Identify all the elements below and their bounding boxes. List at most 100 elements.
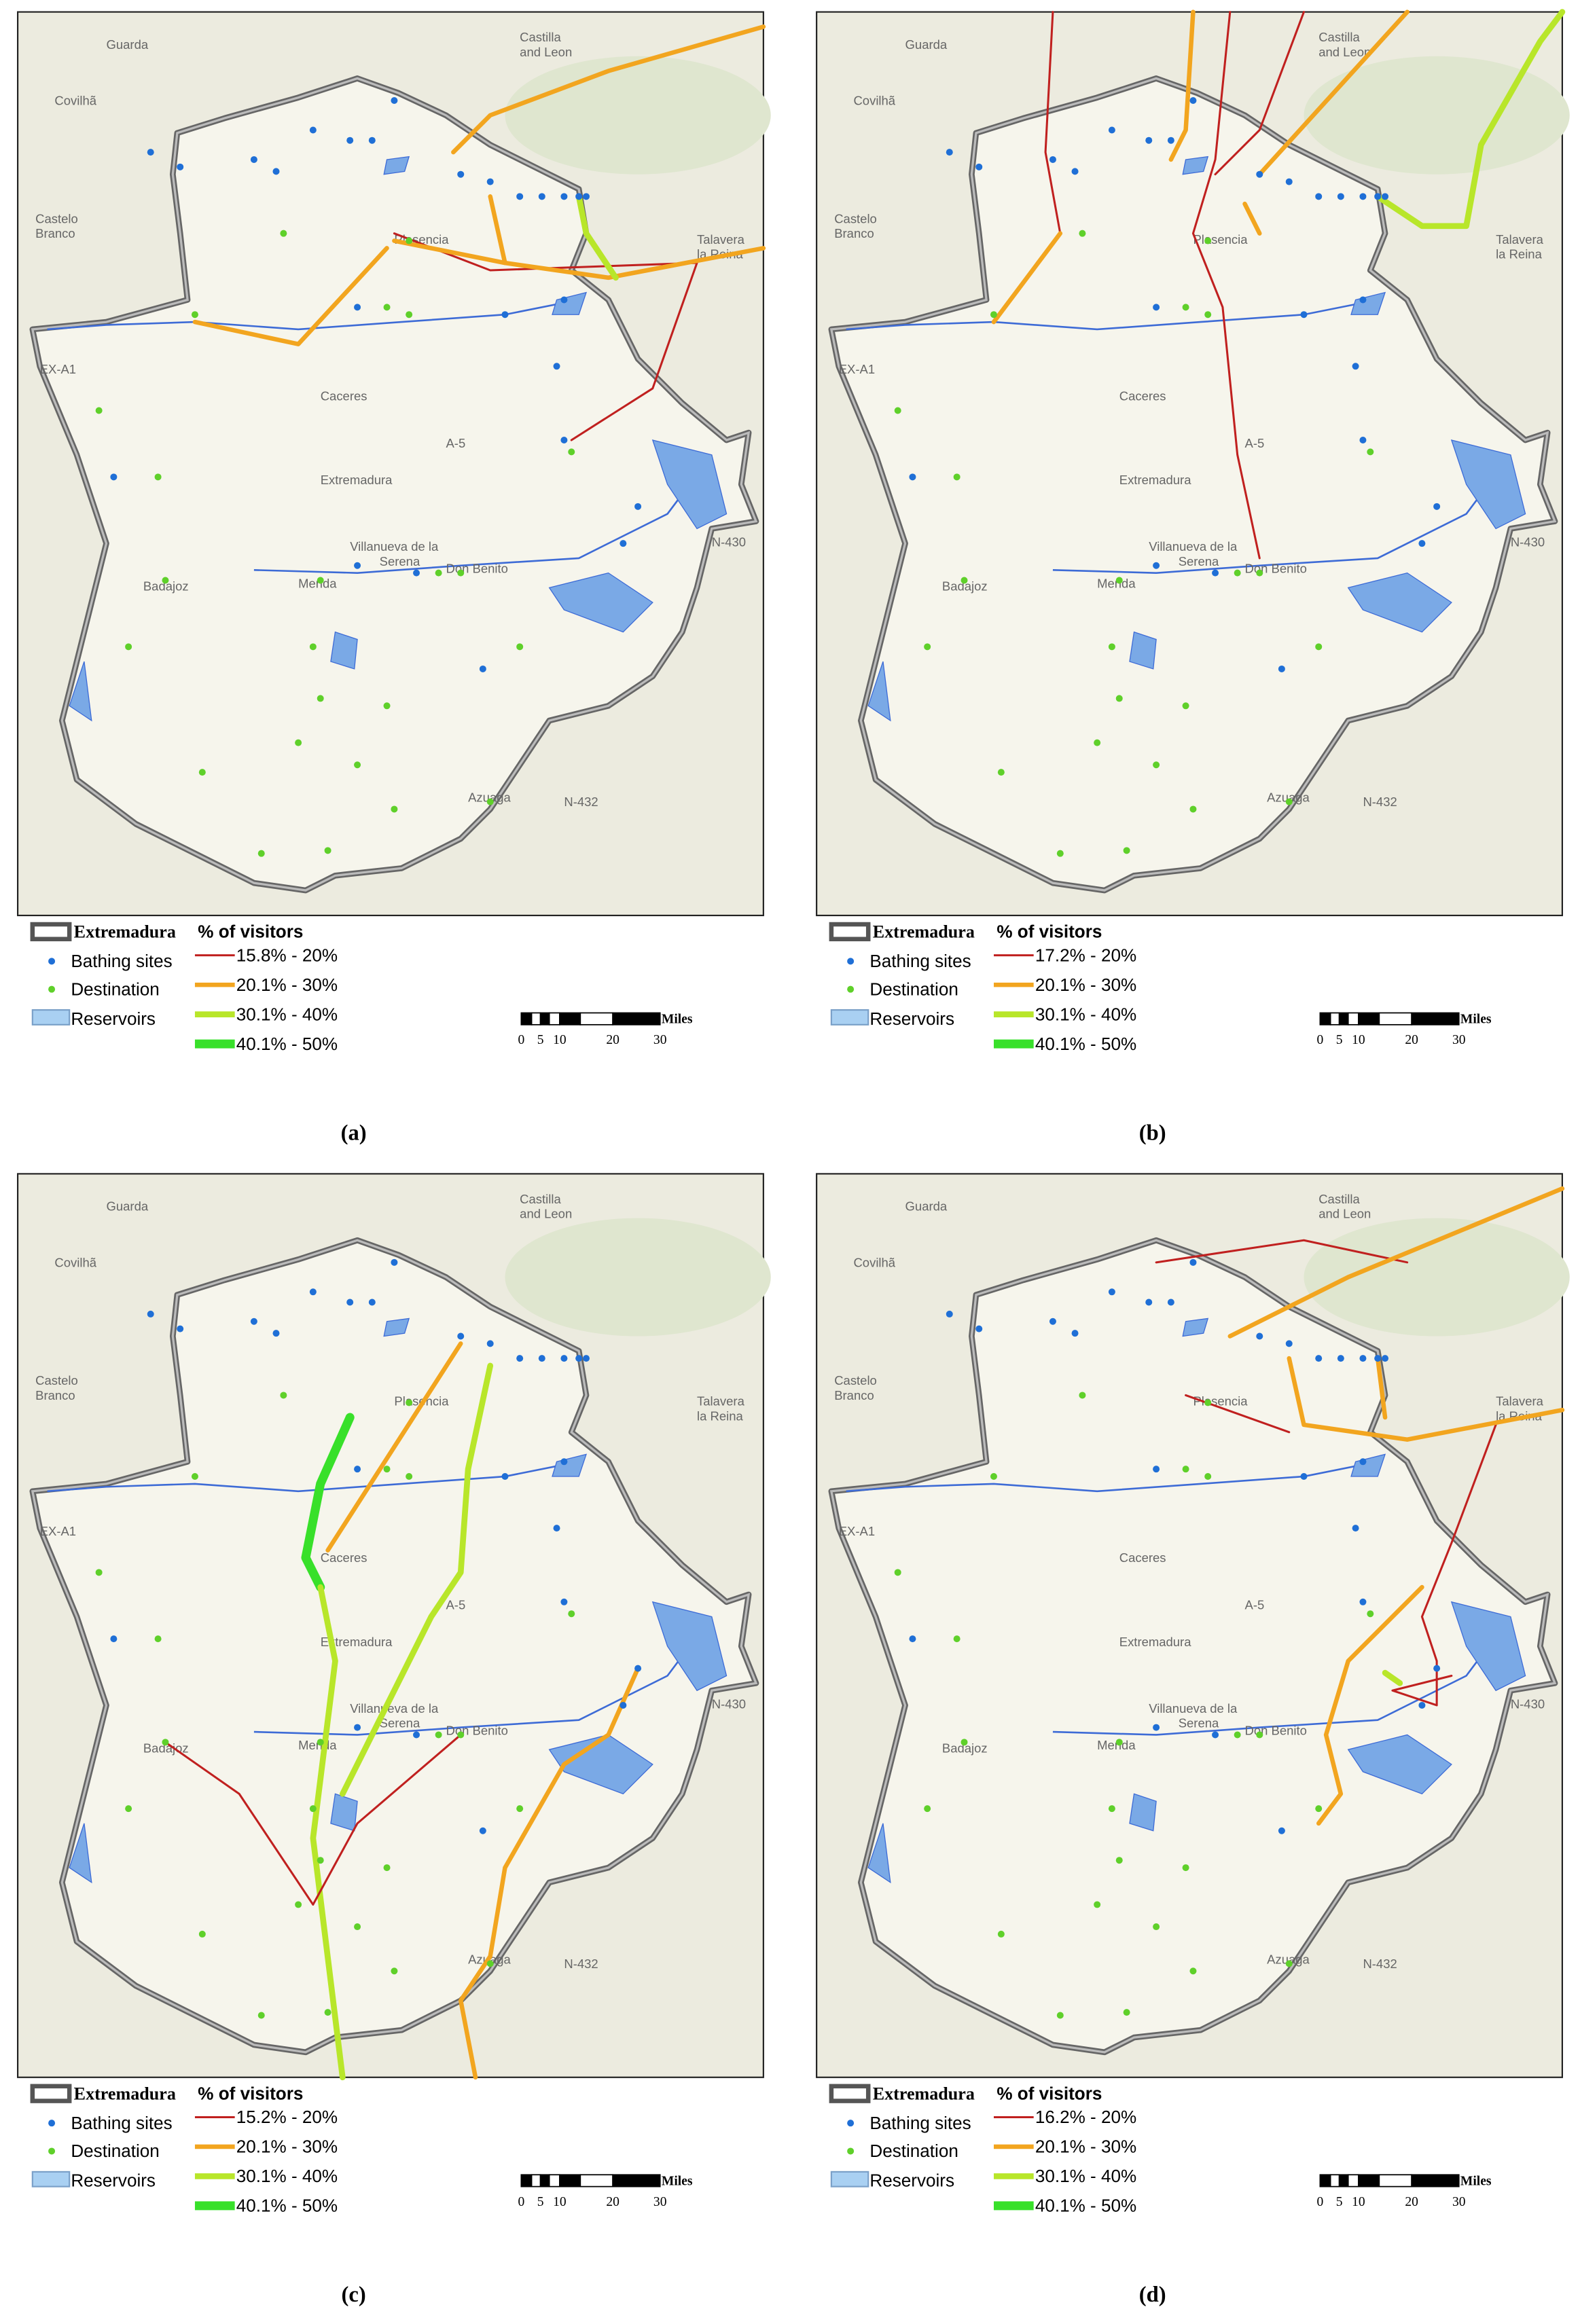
- bathing-site: [553, 1525, 560, 1532]
- legend-bathing: [847, 958, 855, 965]
- scale-tick: 20: [606, 1033, 620, 1047]
- bathing-site: [1145, 1299, 1153, 1306]
- destination: [191, 1473, 198, 1481]
- route: [192, 246, 389, 346]
- scale-tick: 30: [653, 2195, 667, 2209]
- bathing-site: [272, 168, 280, 175]
- legend-range: 40.1% - 50%: [236, 1034, 338, 1054]
- destination: [1189, 805, 1197, 813]
- place-label: Guarda: [905, 1199, 948, 1214]
- bathing-site: [560, 193, 568, 200]
- destination: [1182, 1864, 1189, 1872]
- scale-segment: [1358, 1012, 1380, 1025]
- scale-tick: 30: [1452, 1033, 1466, 1047]
- legend-destination: [847, 985, 855, 993]
- destination: [435, 1731, 442, 1739]
- bathing-site: [391, 1258, 398, 1266]
- destination: [1315, 643, 1323, 651]
- route: [451, 24, 766, 155]
- bathing-site: [1382, 1355, 1389, 1362]
- legend-item: Reservoirs: [71, 1009, 156, 1029]
- scale-segment: [612, 1012, 661, 1025]
- bathing-site: [354, 304, 361, 311]
- place-label: Merida: [1097, 576, 1136, 590]
- bathing-site: [975, 163, 983, 170]
- place-label: Caceres: [1119, 388, 1166, 403]
- place-label: Don Benito: [446, 1723, 507, 1737]
- scale-segment: [520, 2174, 533, 2187]
- destination: [317, 1739, 324, 1746]
- bathing-site: [620, 1701, 627, 1709]
- reservoir: [383, 156, 410, 175]
- legend-boundary: Extremadura: [873, 922, 975, 942]
- destination: [516, 643, 524, 651]
- place-label: Guarda: [107, 37, 149, 52]
- bathing-site: [560, 296, 568, 304]
- destination: [354, 761, 361, 769]
- place-label: Covilhã: [54, 1255, 96, 1269]
- place-label: EX-A1: [40, 1524, 76, 1538]
- place-label: Villanueva de la: [1149, 1701, 1238, 1715]
- reservoir: [1347, 572, 1452, 633]
- scale-tick: 5: [1336, 2195, 1343, 2209]
- legend-title: % of visitors: [198, 922, 303, 942]
- bathing-site: [1337, 1355, 1344, 1362]
- reservoir: [1347, 1734, 1452, 1795]
- scale-segment: [1358, 2174, 1380, 2187]
- destination: [1115, 1857, 1123, 1864]
- place-label: N-430: [712, 1696, 746, 1711]
- place-label: Extremadura: [1119, 473, 1191, 487]
- bathing-site: [177, 1325, 184, 1332]
- legend-boundary-icon: [829, 922, 871, 942]
- legend-item: Bathing sites: [869, 2113, 971, 2133]
- legend-bathing: [48, 2120, 56, 2127]
- destination: [1367, 1610, 1374, 1618]
- bathing-site: [368, 137, 376, 144]
- route: [1316, 1584, 1424, 1826]
- bathing-site: [346, 1299, 354, 1306]
- legend-boundary: Extremadura: [74, 2084, 176, 2103]
- bathing-site: [553, 363, 560, 370]
- place-label: N-432: [1363, 795, 1397, 809]
- route: [1257, 10, 1410, 177]
- bathing-site: [250, 156, 257, 163]
- bathing-site: [1433, 1665, 1441, 1672]
- destination: [568, 448, 575, 456]
- destination: [309, 1805, 317, 1813]
- place-label: Castelo: [834, 1373, 877, 1387]
- bathing-site: [1315, 1355, 1323, 1362]
- place-label: Castilla: [520, 30, 561, 44]
- scale-tick: 30: [653, 1033, 667, 1047]
- legend-item: Bathing sites: [869, 951, 971, 971]
- destination: [1108, 643, 1115, 651]
- destination: [317, 577, 324, 584]
- scale-tick: 10: [1352, 1033, 1365, 1047]
- place-label: EX-A1: [839, 362, 875, 376]
- destination: [1094, 1901, 1101, 1908]
- place-label: Caceres: [1119, 1550, 1166, 1565]
- place-label: Azuaga: [468, 791, 511, 805]
- destination: [1056, 2012, 1064, 2019]
- destination: [1234, 569, 1241, 577]
- bathing-site: [250, 1318, 257, 1325]
- place-label: and Leon: [520, 45, 572, 59]
- scale-unit: Miles: [662, 2174, 693, 2188]
- place-label: Merida: [298, 576, 337, 590]
- place-label: Castilla: [1318, 30, 1360, 44]
- place-label: A-5: [446, 436, 465, 450]
- destination: [295, 1901, 302, 1908]
- place-label: Don Benito: [1245, 562, 1307, 576]
- destination: [383, 702, 391, 710]
- destination: [1094, 739, 1101, 746]
- bathing-site: [110, 1635, 118, 1643]
- place-label: Don Benito: [1245, 1723, 1307, 1737]
- legend-destination: [847, 2147, 855, 2155]
- route: [301, 1413, 355, 1592]
- route: [325, 1341, 463, 1553]
- panel-caption: (b): [1139, 1121, 1166, 1145]
- destination: [516, 1805, 524, 1813]
- bathing-site: [413, 569, 420, 577]
- destination: [406, 1399, 413, 1406]
- destination: [997, 1930, 1005, 1938]
- destination: [154, 473, 162, 481]
